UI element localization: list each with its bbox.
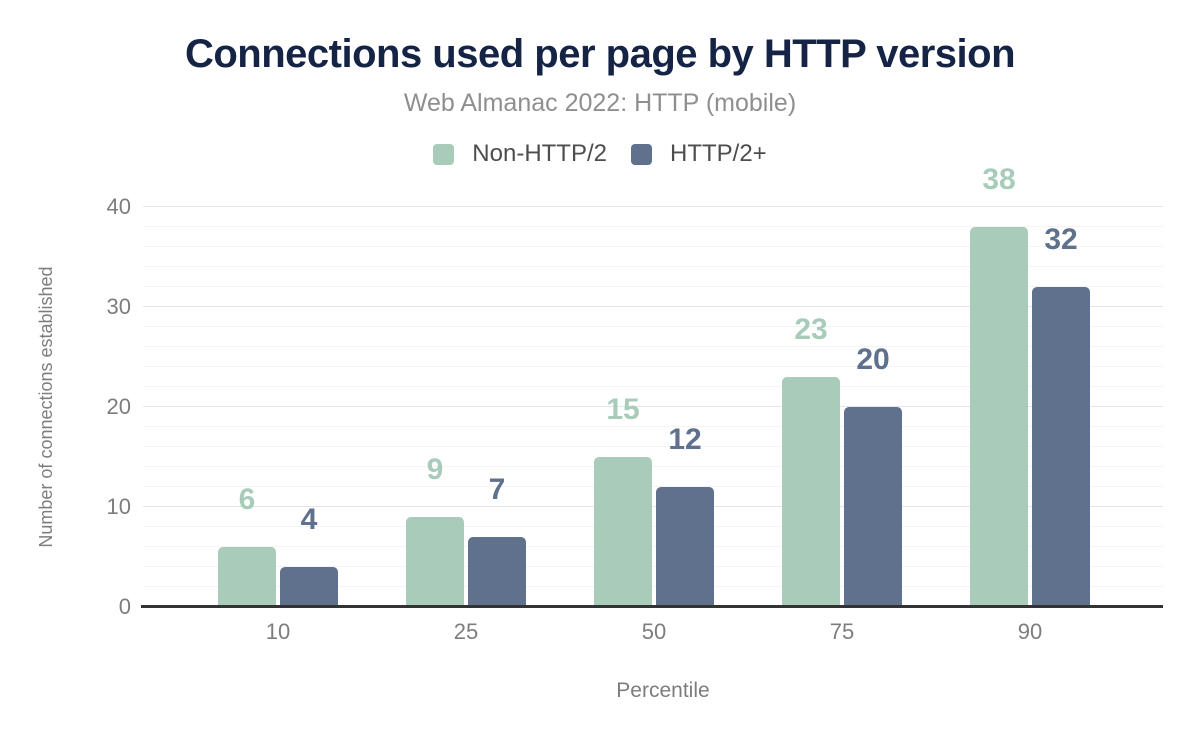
minor-gridline	[143, 346, 1163, 347]
bar-value-label: 20	[856, 343, 890, 376]
legend-label: Non-HTTP/2	[472, 140, 607, 167]
bar-value-label: 15	[606, 393, 640, 426]
x-tick-label-10: 10	[265, 619, 291, 644]
bar-http2-p10[interactable]	[280, 567, 338, 607]
minor-gridline	[143, 286, 1163, 287]
chart-title: Connections used per page by HTTP versio…	[184, 32, 1016, 76]
minor-gridline	[143, 566, 1163, 567]
y-tick-label-10: 10	[106, 494, 131, 519]
bar-http2-p75[interactable]	[844, 407, 902, 607]
legend-swatch-icon	[433, 143, 455, 165]
legend-item-non-http2[interactable]: Non-HTTP/2	[433, 140, 607, 168]
bar-value-label: 38	[982, 163, 1016, 196]
x-tick-label-90: 90	[1017, 619, 1043, 644]
bar-value-label: 4	[300, 503, 318, 536]
minor-gridline	[143, 326, 1163, 327]
y-tick-label-20: 20	[106, 394, 131, 419]
x-tick-label-50: 50	[641, 619, 667, 644]
x-axis-line	[141, 605, 1163, 608]
y-tick-label-30: 30	[106, 294, 131, 319]
minor-gridline	[143, 366, 1163, 367]
minor-gridline	[143, 446, 1163, 447]
bar-nonhttp2-p25[interactable]	[406, 517, 464, 607]
legend: Non-HTTP/2 HTTP/2+	[0, 140, 1200, 168]
x-tick-label-75: 75	[829, 619, 855, 644]
legend-label: HTTP/2+	[670, 140, 767, 167]
minor-gridline	[143, 546, 1163, 547]
bar-nonhttp2-p50[interactable]	[594, 457, 652, 607]
major-gridline	[143, 506, 1163, 507]
minor-gridline	[143, 246, 1163, 247]
y-tick-label-40: 40	[106, 194, 131, 219]
plot-area: 6 4 9 7 15 12 23 20 38 32	[141, 165, 1163, 608]
bar-http2-p90[interactable]	[1032, 287, 1090, 607]
bar-value-label: 23	[794, 313, 828, 346]
minor-gridline	[143, 526, 1163, 527]
bar-value-label: 12	[668, 423, 702, 456]
bar-nonhttp2-p75[interactable]	[782, 377, 840, 607]
chart-subtitle: Web Almanac 2022: HTTP (mobile)	[403, 89, 797, 117]
major-gridline	[143, 206, 1163, 207]
bar-value-label: 9	[426, 453, 444, 486]
y-tick-label-0: 0	[118, 594, 131, 619]
bar-nonhttp2-p10[interactable]	[218, 547, 276, 607]
bar-nonhttp2-p90[interactable]	[970, 227, 1028, 607]
x-tick-label-25: 25	[453, 619, 479, 644]
major-gridline	[143, 306, 1163, 307]
minor-gridline	[143, 486, 1163, 487]
x-axis-title: Percentile	[616, 679, 710, 702]
legend-swatch-icon	[631, 143, 652, 165]
bar-http2-p50[interactable]	[656, 487, 714, 607]
legend-item-http2[interactable]: HTTP/2+	[631, 140, 767, 168]
minor-gridline	[143, 466, 1163, 467]
minor-gridline	[143, 226, 1163, 227]
minor-gridline	[143, 386, 1163, 387]
bar-value-label: 7	[488, 473, 506, 506]
minor-gridline	[143, 426, 1163, 427]
minor-gridline	[143, 586, 1163, 587]
bar-value-label: 32	[1044, 223, 1078, 256]
minor-gridline	[143, 266, 1163, 267]
bar-http2-p25[interactable]	[468, 537, 526, 607]
major-gridline	[143, 406, 1163, 407]
bar-value-label: 6	[238, 483, 256, 516]
